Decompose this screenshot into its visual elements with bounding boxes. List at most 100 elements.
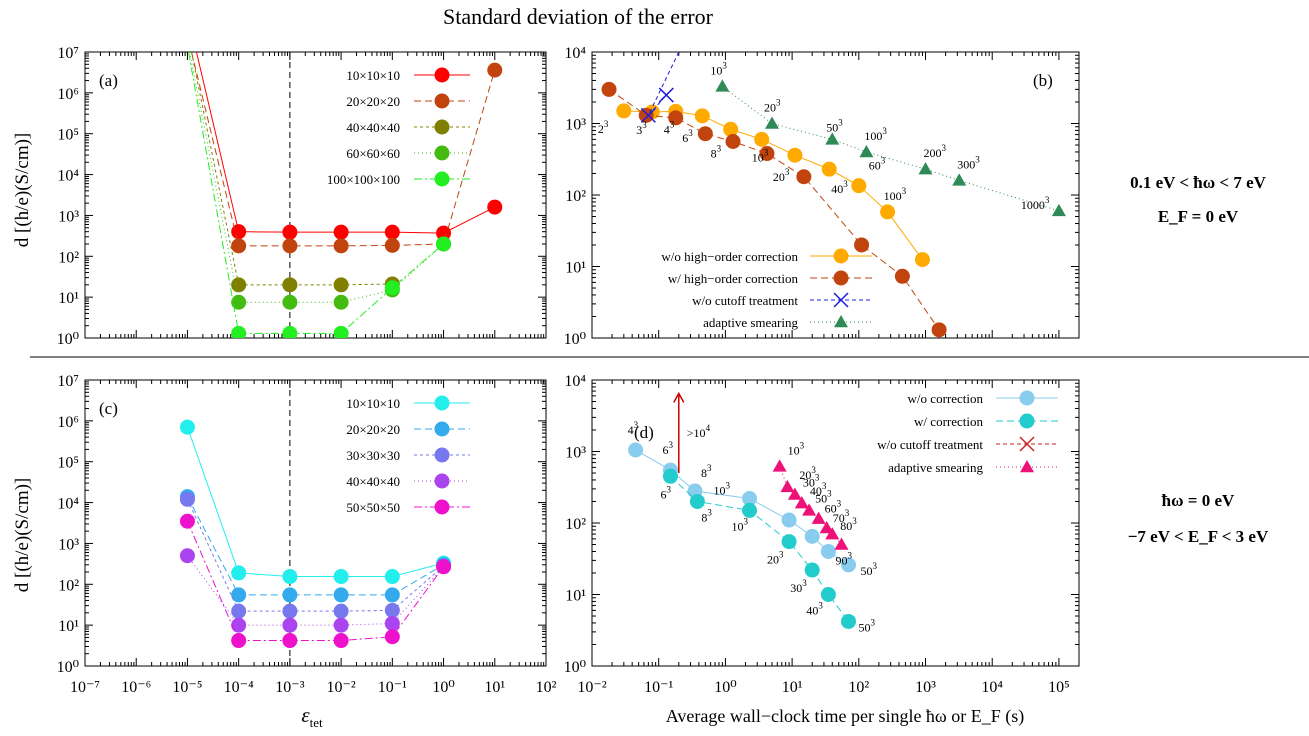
y-axis-label-bottom: d [(h/e)(S/cm)]: [12, 478, 33, 592]
data-point: [434, 93, 450, 109]
legend-0: 10×10×10 20×20×20 40×40×40 60×60×60 100×100×…: [327, 67, 470, 187]
data-point: [662, 468, 678, 484]
series-100×100×100: [188, 52, 452, 338]
plot-frame: [84, 51, 547, 339]
legend-1: w/o high−order correction w/ high−order c…: [661, 248, 872, 330]
series-20×20×20: [179, 489, 452, 603]
label-exponent: 3: [870, 617, 875, 627]
data-point: [231, 587, 247, 603]
series-line: [186, 521, 444, 642]
y-tick-label: 10¹: [58, 290, 79, 307]
legend-label: w/o correction: [908, 391, 984, 406]
label-exponent: 3: [902, 186, 907, 196]
data-point: [658, 87, 674, 103]
data-point: [1020, 460, 1034, 473]
y-tick-label: 10⁶: [57, 86, 79, 103]
point-label: 503: [826, 117, 843, 134]
x-tick-label: 10⁰: [714, 679, 736, 696]
data-point: [834, 315, 848, 328]
data-point: [434, 395, 450, 411]
data-point: [759, 146, 775, 162]
series-adaptive smearing: [715, 79, 1066, 217]
series-w/o cutoff treatment: [640, 52, 680, 123]
point-label: 83: [701, 463, 712, 480]
series-line: [608, 88, 940, 331]
data-point: [697, 126, 713, 142]
data-point: [179, 548, 195, 564]
side-note-bottom-2: −7 eV < E_F < 3 eV: [1128, 527, 1269, 546]
point-label: 303: [790, 578, 807, 595]
point-label: 203: [773, 167, 790, 184]
label-exponent: 3: [642, 120, 647, 130]
point-label: 33: [636, 120, 647, 137]
data-point: [811, 511, 826, 524]
label-exponent: 3: [688, 128, 693, 138]
data-point: [754, 131, 770, 147]
data-point: [787, 147, 803, 163]
data-point: [282, 294, 298, 310]
data-point: [833, 270, 849, 286]
legend-label: adaptive smearing: [888, 460, 983, 475]
data-point: [333, 238, 349, 254]
label-exponent: 3: [811, 465, 816, 475]
label-exponent: 3: [881, 156, 886, 166]
legend-label: 10×10×10: [346, 396, 400, 411]
data-point: [333, 633, 349, 649]
data-point: [628, 442, 644, 458]
y-tick-label: 10⁰: [57, 659, 79, 676]
panel-axes-0: 10⁰ 10¹ 10² 10³ 10⁴ 10⁵ 10⁶ 10⁷: [57, 45, 547, 348]
point-label: 103: [732, 516, 749, 533]
point-label: 63: [662, 440, 673, 457]
x-tick-label: 10¹: [484, 679, 505, 696]
arrow-head: [673, 391, 685, 403]
point-label: 1003: [864, 126, 887, 143]
data-point: [825, 527, 840, 540]
data-point: [880, 204, 896, 220]
data-point: [282, 277, 298, 293]
data-point: [282, 569, 298, 585]
series-line-extension: [195, 52, 240, 232]
data-point: [640, 107, 656, 123]
y-tick-label: 10²: [565, 188, 586, 205]
label-exponent: 3: [843, 179, 848, 189]
data-point: [796, 169, 812, 185]
point-label: 803: [840, 516, 857, 533]
label-exponent: 3: [785, 167, 790, 177]
legend-label: w/o cutoff treatment: [877, 437, 983, 452]
data-point: [333, 617, 349, 633]
series-line: [187, 555, 444, 626]
series-line-extension: [191, 52, 240, 246]
legend-label: 30×30×30: [346, 448, 400, 463]
data-point: [1019, 436, 1035, 452]
data-point: [787, 487, 802, 500]
label-exponent: 3: [802, 578, 807, 588]
label-exponent: 3: [800, 440, 805, 450]
data-point: [282, 238, 298, 254]
data-point: [859, 144, 874, 158]
point-label: 203: [767, 550, 784, 567]
data-point: [333, 277, 349, 293]
data-point: [384, 569, 400, 585]
y-tick-label: 10⁴: [57, 496, 79, 513]
data-point: [231, 565, 247, 581]
data-point: [601, 81, 617, 97]
y-tick-label: 10¹: [565, 260, 586, 277]
data-point: [333, 294, 349, 310]
point-label: 63: [660, 484, 671, 501]
y-tick-label: 10⁰: [564, 331, 586, 348]
label-exponent: 3: [815, 473, 820, 483]
data-point: [820, 543, 836, 559]
series-50×50×50: [179, 513, 452, 649]
series-10×10×10: [195, 52, 503, 241]
legend-label: w/o high−order correction: [661, 249, 798, 264]
data-point: [333, 224, 349, 240]
y-tick-label: 10¹: [58, 618, 79, 635]
legend-label: w/ correction: [914, 414, 983, 429]
label-exponent: 3: [634, 420, 639, 430]
legend-label: w/ high−order correction: [668, 271, 799, 286]
series-40×40×40: [179, 548, 452, 633]
label-exponent: 3: [717, 143, 722, 153]
data-point: [802, 503, 817, 516]
data-point: [434, 499, 450, 515]
